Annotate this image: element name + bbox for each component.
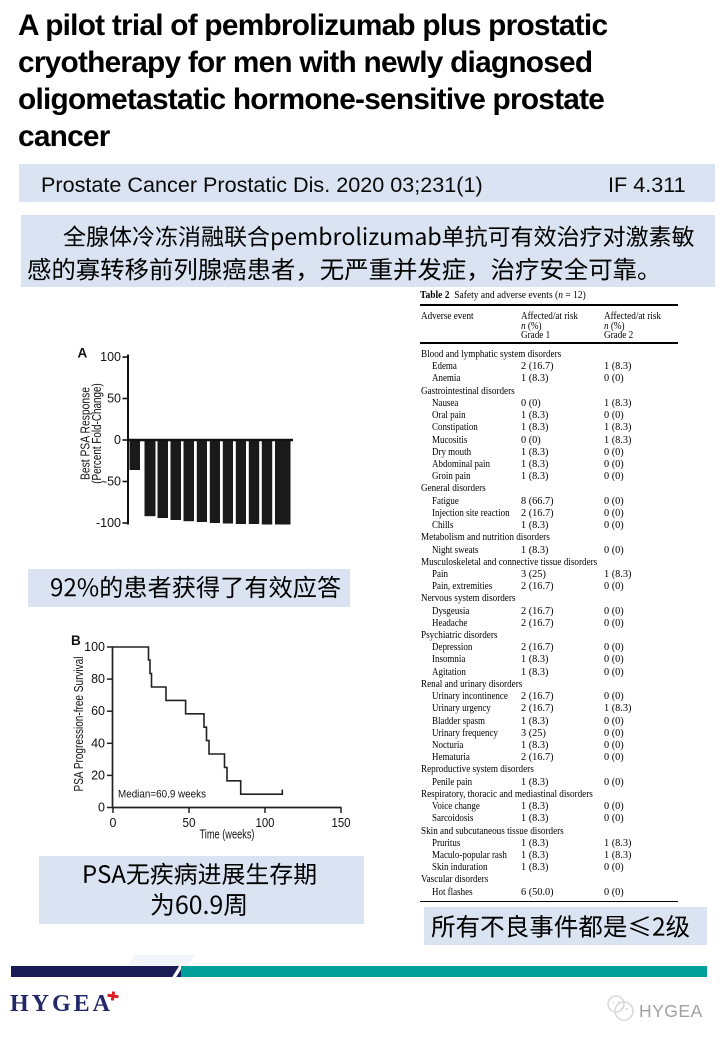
svg-text:40: 40 <box>91 736 105 750</box>
svg-text:60: 60 <box>91 704 105 718</box>
svg-text:20: 20 <box>91 768 105 782</box>
svg-text:100: 100 <box>256 816 275 830</box>
svg-text:-100: -100 <box>96 516 121 530</box>
svg-text:-50: -50 <box>103 475 121 489</box>
svg-text:100: 100 <box>100 350 121 364</box>
svg-text:100: 100 <box>84 640 105 654</box>
svg-text:Best PSA Response: Best PSA Response <box>79 387 93 480</box>
svg-text:PSA Progression-free Survival: PSA Progression-free Survival <box>72 657 86 792</box>
svg-text:(Percent Fold-Change): (Percent Fold-Change) <box>90 383 104 484</box>
svg-text:80: 80 <box>91 672 105 686</box>
svg-text:0: 0 <box>114 433 121 447</box>
svg-text:Median=60.9 weeks: Median=60.9 weeks <box>118 789 206 801</box>
svg-text:A: A <box>78 346 88 361</box>
svg-text:150: 150 <box>332 816 351 830</box>
svg-text:0: 0 <box>110 816 117 830</box>
svg-text:Time (weeks): Time (weeks) <box>200 827 255 841</box>
svg-text:B: B <box>71 633 81 648</box>
svg-text:0: 0 <box>98 801 105 815</box>
svg-text:50: 50 <box>183 816 196 830</box>
svg-text:50: 50 <box>107 392 121 406</box>
